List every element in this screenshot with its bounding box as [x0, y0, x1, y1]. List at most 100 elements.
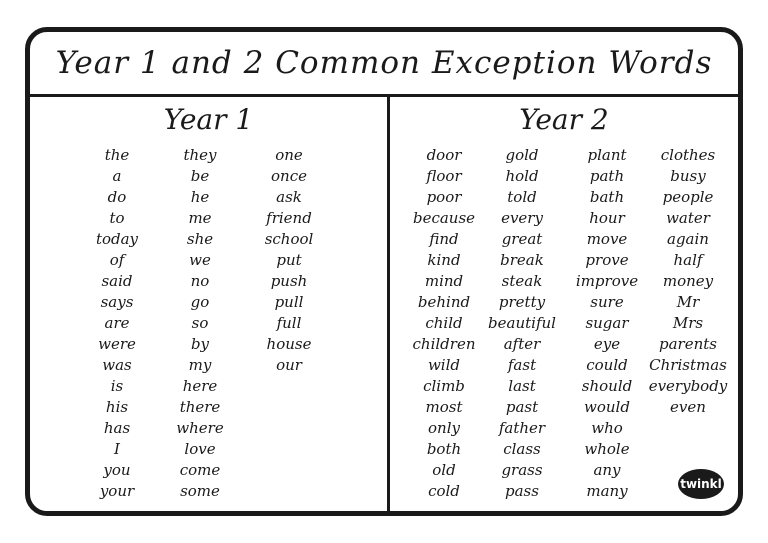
word-item: there	[179, 398, 221, 416]
word-item: told	[507, 188, 537, 206]
year2-column-1: door floor poor because find kind mind behind ch…	[406, 145, 482, 502]
word-item: plant	[587, 146, 627, 164]
word-item: the	[104, 146, 130, 164]
word-item: people	[662, 188, 714, 206]
word-item: most	[425, 398, 463, 416]
word-item: cold	[428, 482, 460, 500]
word-item: everybody	[648, 377, 728, 395]
word-item: one	[275, 146, 303, 164]
word-item: class	[503, 440, 541, 458]
word-item: gold	[505, 146, 539, 164]
word-item: love	[184, 440, 216, 458]
word-item: we	[189, 251, 211, 269]
word-item: ask	[276, 188, 302, 206]
word-item: old	[432, 461, 456, 479]
word-item: full	[276, 314, 302, 332]
word-item: who	[591, 419, 623, 437]
word-item: has	[103, 419, 131, 437]
word-item: come	[179, 461, 221, 479]
word-item: sure	[590, 293, 624, 311]
word-item: do	[107, 188, 127, 206]
word-item: beautiful	[488, 314, 556, 332]
word-item: money	[662, 272, 714, 290]
word-item: his	[105, 398, 129, 416]
word-item: break	[500, 251, 544, 269]
word-item: poor	[426, 188, 462, 206]
twinkl-logo: twinkl	[678, 469, 724, 499]
word-item: path	[589, 167, 625, 185]
word-mat-card: Year 1 and 2 Common Exception Words Year…	[25, 27, 743, 516]
word-item: whole	[584, 440, 630, 458]
word-item: floor	[426, 167, 462, 185]
word-item: again	[667, 230, 709, 248]
word-item: many	[586, 482, 628, 500]
word-item: great	[501, 230, 543, 248]
word-item: move	[586, 230, 628, 248]
word-item: hour	[589, 209, 625, 227]
word-item: here	[182, 377, 218, 395]
word-item: both	[426, 440, 462, 458]
word-item: he	[190, 188, 210, 206]
word-item: child	[425, 314, 463, 332]
word-item: once	[271, 167, 307, 185]
word-item: after	[503, 335, 541, 353]
year2-heading: Year 2	[519, 103, 609, 136]
word-item: any	[593, 461, 621, 479]
year1-heading: Year 1	[163, 103, 254, 136]
word-item: water	[666, 209, 710, 227]
word-item: was	[102, 356, 132, 374]
word-item: are	[104, 314, 130, 332]
word-item: be	[190, 167, 210, 185]
word-item: find	[429, 230, 459, 248]
year1-column-1: the a do to today of said says are were was is his ha…	[77, 145, 157, 502]
word-item: steak	[501, 272, 543, 290]
word-item: pretty	[498, 293, 546, 311]
word-item: clothes	[660, 146, 716, 164]
word-item: house	[266, 335, 312, 353]
word-item: climb	[423, 377, 465, 395]
word-item: put	[276, 251, 302, 269]
word-item: says	[100, 293, 134, 311]
word-item: sugar	[585, 314, 629, 332]
word-item: today	[95, 230, 139, 248]
word-item: is	[110, 377, 124, 395]
word-item: were	[98, 335, 136, 353]
word-item: children	[412, 335, 476, 353]
word-item: grass	[501, 461, 543, 479]
word-item: my	[188, 356, 212, 374]
word-item: behind	[417, 293, 471, 311]
word-item: because	[412, 209, 476, 227]
word-item: go	[190, 293, 210, 311]
year1-column-2: they be he me she we no go so by my here there where l…	[157, 145, 243, 502]
word-item: I	[114, 440, 120, 458]
year2-column-4: clothes busy people water again half money Mr Mr…	[642, 145, 734, 418]
word-item: our	[276, 356, 302, 374]
year1-column-3: one once ask friend school put push pull full hou…	[248, 145, 330, 376]
word-item: pull	[274, 293, 304, 311]
word-item: no	[190, 272, 210, 290]
word-item: past	[505, 398, 539, 416]
year2-column-2: gold hold told every great break steak pretty be…	[482, 145, 562, 502]
word-item: by	[190, 335, 210, 353]
year1-panel: Year 1 the a do to today of said says are were was…	[30, 97, 387, 511]
word-item: she	[186, 230, 214, 248]
word-item: Christmas	[649, 356, 727, 374]
word-item: push	[270, 272, 308, 290]
word-item: even	[670, 398, 706, 416]
word-item: your	[99, 482, 135, 500]
word-item: last	[508, 377, 536, 395]
word-item: Mr	[676, 293, 700, 311]
year2-panel: Year 2 door floor poor because find kind mind b…	[390, 97, 738, 511]
word-item: bath	[589, 188, 625, 206]
word-item: friend	[266, 209, 312, 227]
word-item: wild	[427, 356, 461, 374]
word-item: so	[191, 314, 209, 332]
word-item: would	[584, 398, 630, 416]
word-item: pass	[505, 482, 539, 500]
word-item: to	[109, 209, 125, 227]
word-item: father	[498, 419, 546, 437]
word-item: half	[673, 251, 703, 269]
word-item: Mrs	[672, 314, 704, 332]
word-item: improve	[575, 272, 639, 290]
word-item: parents	[659, 335, 717, 353]
